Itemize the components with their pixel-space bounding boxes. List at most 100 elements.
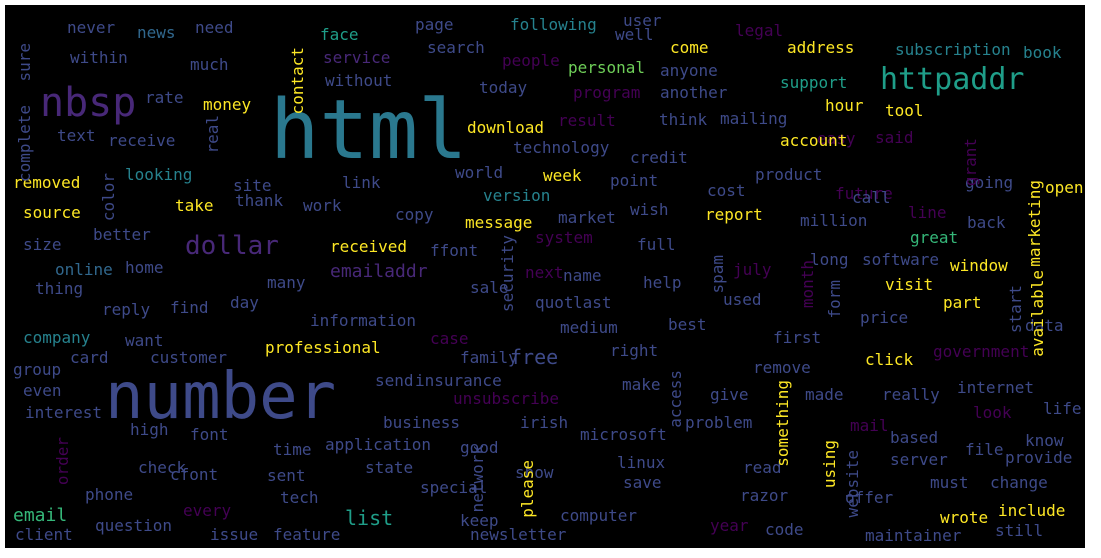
word-cfont: cfont — [170, 465, 219, 484]
word-emailaddr: emailaddr — [330, 261, 428, 282]
word-good: good — [460, 438, 499, 457]
word-using: using — [820, 440, 839, 489]
word-cost: cost — [707, 181, 746, 200]
word-market: market — [558, 208, 616, 227]
word-feature: feature — [273, 525, 341, 544]
word-software: software — [862, 250, 940, 269]
word-maintainer: maintainer — [865, 526, 962, 545]
word-remove: remove — [753, 358, 811, 377]
word-personal: personal — [568, 58, 646, 77]
word-data: data — [1025, 316, 1064, 335]
word-information: information — [310, 311, 416, 330]
word-following: following — [510, 15, 597, 34]
word-spam: spam — [708, 255, 727, 294]
word-group: group — [13, 360, 62, 379]
word-sale: sale — [470, 278, 509, 297]
word-family: family — [460, 348, 518, 367]
word-irish: irish — [520, 413, 569, 432]
word-provide: provide — [1005, 448, 1073, 467]
word-find: find — [170, 298, 209, 317]
word-used: used — [723, 290, 762, 309]
word-sent: sent — [267, 466, 306, 485]
word-state: state — [365, 458, 414, 477]
word-subscription: subscription — [895, 40, 1011, 59]
word-rate: rate — [145, 88, 184, 107]
word-medium: medium — [560, 318, 618, 337]
word-save: save — [623, 473, 662, 492]
word-line: line — [908, 203, 947, 222]
word-file: file — [965, 440, 1004, 459]
word-insurance: insurance — [415, 371, 502, 390]
word-money: money — [203, 95, 252, 114]
word-thing: thing — [35, 279, 84, 298]
word-change: change — [990, 473, 1048, 492]
word-client: client — [15, 525, 73, 544]
word-customer: customer — [150, 348, 228, 367]
word-read: read — [743, 458, 782, 477]
word-nbsp: nbsp — [40, 80, 137, 126]
word-search: search — [427, 38, 485, 57]
word-product: product — [755, 165, 823, 184]
word-next: next — [525, 263, 564, 282]
word-available: available — [1028, 270, 1047, 357]
word-news: news — [137, 23, 176, 42]
word-address: address — [787, 38, 855, 57]
word-mail: mail — [850, 416, 889, 435]
word-source: source — [23, 203, 81, 222]
word-sure: sure — [15, 43, 34, 82]
word-user: user — [623, 11, 662, 30]
word-program: program — [573, 83, 641, 102]
word-internet: internet — [957, 378, 1035, 397]
word-first: first — [773, 328, 822, 347]
word-great: great — [910, 228, 959, 247]
word-full: full — [637, 235, 676, 254]
word-show: show — [515, 463, 554, 482]
word-download: download — [467, 118, 545, 137]
word-keep: keep — [460, 511, 499, 530]
word-network: network — [468, 445, 487, 513]
word-looking: looking — [125, 165, 193, 184]
word-tool: tool — [885, 101, 924, 120]
word-need: need — [195, 18, 234, 37]
word-within: within — [70, 48, 128, 67]
word-message: message — [465, 213, 533, 232]
word-tech: tech — [280, 488, 319, 507]
word-really: really — [882, 385, 940, 404]
word-razor: razor — [740, 486, 789, 505]
word-thank: thank — [235, 191, 284, 210]
word-wrote: wrote — [940, 508, 989, 527]
word-work: work — [303, 196, 342, 215]
word-issue: issue — [210, 525, 259, 544]
word-part: part — [943, 293, 982, 312]
word-click: click — [865, 350, 914, 369]
word-link: link — [342, 173, 381, 192]
word-phone: phone — [85, 485, 134, 504]
word-website: website — [843, 450, 862, 518]
word-real: real — [203, 115, 222, 154]
word-give: give — [710, 385, 749, 404]
word-question: question — [95, 516, 173, 535]
word-case: case — [430, 329, 469, 348]
word-name: name — [563, 266, 602, 285]
word-text: text — [57, 126, 96, 145]
word-well: well — [615, 25, 654, 44]
word-book: book — [1023, 43, 1062, 62]
word-window: window — [950, 256, 1008, 275]
word-technology: technology — [513, 138, 610, 157]
word-wish: wish — [630, 200, 669, 219]
word-help: help — [643, 273, 682, 292]
word-newsletter: newsletter — [470, 525, 567, 544]
word-back: back — [967, 213, 1006, 232]
word-system: system — [535, 228, 593, 247]
word-know: know — [1025, 431, 1064, 450]
word-unsubscribe: unsubscribe — [453, 389, 559, 408]
word-security: security — [498, 235, 517, 313]
word-week: week — [543, 166, 582, 185]
word-access: access — [666, 370, 685, 428]
word-email: email — [13, 505, 68, 526]
word-even: even — [23, 381, 62, 400]
word-mailing: mailing — [720, 109, 788, 128]
word-still: still — [995, 521, 1044, 540]
word-last: last — [573, 293, 612, 312]
word-reply: reply — [102, 300, 151, 319]
